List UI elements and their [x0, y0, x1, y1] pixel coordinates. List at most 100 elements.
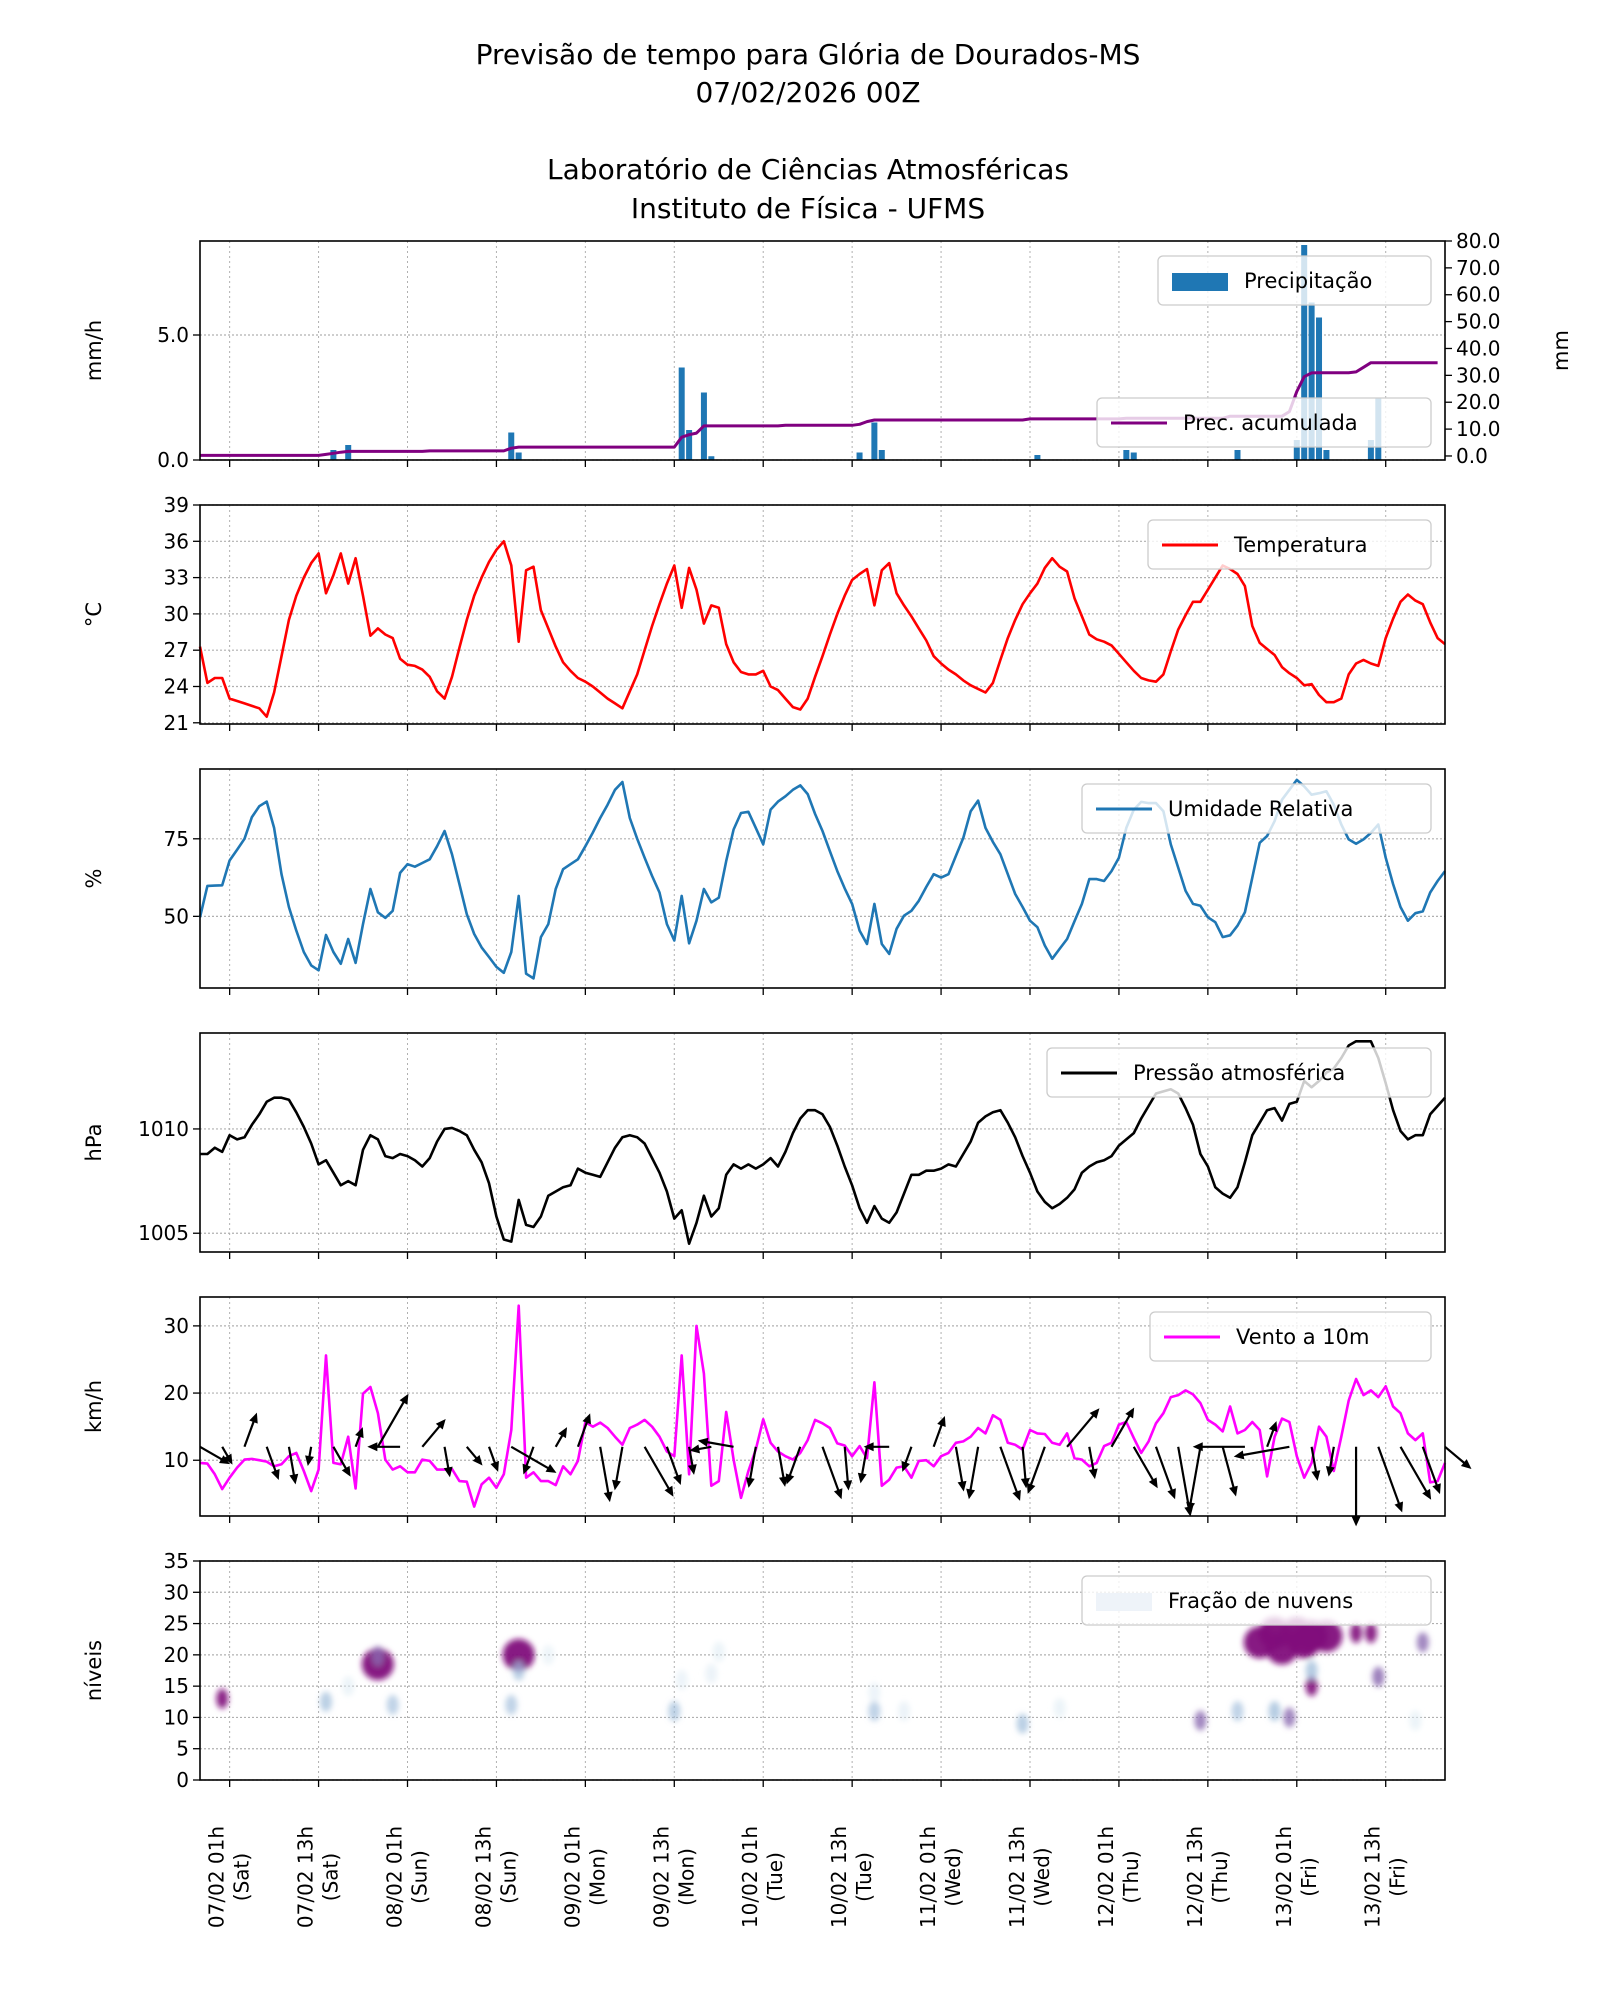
wind-arrow-shaft	[1177, 1446, 1191, 1509]
x-tick-label-day: (Fri)	[1297, 1857, 1321, 1896]
legend-temperature-box	[1147, 519, 1432, 570]
wind-arrow-head	[399, 1393, 409, 1405]
wind-arrow-shaft	[1444, 1445, 1467, 1465]
legend-humidity-label: Umidade Relativa	[1168, 797, 1353, 821]
wind-arrow-shaft	[665, 1446, 680, 1478]
x-tick-label-date: 07/02 01h	[205, 1826, 229, 1928]
right-y-tick-label: 40.0	[1456, 336, 1501, 360]
legend-clouds-label: Fração de nuvens	[1168, 1589, 1353, 1613]
wind-arrow	[243, 1412, 258, 1448]
wind-arrow	[265, 1446, 280, 1480]
wind-arrow	[332, 1446, 351, 1477]
y-tick-label: 30	[164, 1314, 189, 1338]
x-tick-label-date: 09/02 01h	[560, 1826, 584, 1928]
axes-frame	[199, 768, 1446, 989]
y-tick-label: 39	[164, 493, 189, 517]
right-y-tick-label: 20.0	[1456, 390, 1501, 414]
wind-arrow-head	[673, 1474, 682, 1486]
wind-arrow	[1020, 1446, 1030, 1489]
wind-arrow	[1066, 1408, 1100, 1448]
wind-arrow	[643, 1446, 674, 1497]
wind-arrow-shaft	[1110, 1413, 1132, 1448]
y-tick-label: 35	[164, 1549, 189, 1573]
wind-arrow	[554, 1427, 568, 1448]
wind-arrow-shaft	[465, 1446, 479, 1461]
cloud-cell	[1350, 1622, 1363, 1643]
wind-arrow	[1377, 1446, 1403, 1513]
wind-arrow-head	[937, 1416, 946, 1427]
x-tick-label-day: (Thu)	[1208, 1850, 1232, 1903]
wind-arrow-shaft	[821, 1446, 840, 1493]
wind-arrow-shaft	[1310, 1446, 1318, 1474]
right-y-tick-label: 50.0	[1456, 310, 1501, 334]
cloud-cell	[1364, 1622, 1377, 1643]
wind-arrow	[665, 1446, 682, 1486]
wind-arrow	[1233, 1445, 1290, 1460]
wind-arrow	[443, 1446, 453, 1478]
wind-arrow-head	[603, 1491, 613, 1503]
y-tick-label: 30	[164, 1580, 189, 1604]
legend-precipitation-handle	[1172, 273, 1228, 291]
wind-arrow-head	[1394, 1501, 1403, 1513]
wind-arrow-head	[435, 1418, 446, 1430]
x-tick-label-date: 12/02 13h	[1183, 1826, 1207, 1928]
legend-pressure-label: Pressão atmosférica	[1133, 1061, 1345, 1085]
wind-arrow-head	[1148, 1477, 1158, 1489]
wind-arrow-head	[966, 1488, 976, 1500]
y-axis-label: hPa	[82, 1124, 106, 1162]
cloud-cell	[512, 1660, 525, 1681]
cloud-fraction-field	[216, 1616, 1429, 1734]
x-tick-label-date: 11/02 01h	[916, 1826, 940, 1928]
wind-arrow-head	[1026, 1482, 1036, 1494]
chart-title: Previsão de tempo para Glória de Dourado…	[475, 38, 1141, 71]
wind-arrow-shaft	[697, 1445, 712, 1451]
wind-arrow	[421, 1418, 446, 1448]
legend-precipitation-box	[1157, 255, 1432, 306]
axes-frame	[199, 240, 1446, 461]
chart-org-line2: Instituto de Física - UFMS	[630, 192, 986, 225]
wind-arrow	[576, 1413, 591, 1448]
precip-bar	[1367, 440, 1374, 460]
y-tick-label: 50	[164, 904, 189, 928]
precip-bar	[1130, 452, 1137, 460]
cloud-cell	[712, 1641, 725, 1662]
wind-arrow-head	[1460, 1459, 1472, 1470]
wind-arrow	[199, 1445, 230, 1465]
wind-arrow-head	[843, 1480, 853, 1491]
wind-arrow-head	[1167, 1488, 1176, 1500]
wind-arrow	[221, 1446, 233, 1465]
precip-bar	[878, 450, 885, 460]
wind-arrow-head	[582, 1413, 591, 1425]
wind-arrow-shaft	[1021, 1446, 1027, 1481]
wind-arrow-head	[271, 1469, 280, 1480]
wind-arrow-head	[1432, 1483, 1441, 1495]
wind-arrow	[487, 1446, 499, 1472]
y-axis-label: %	[82, 869, 106, 889]
legend-accumulated-box	[1096, 397, 1432, 448]
precip-bar	[871, 422, 878, 460]
wind-arrow-head	[1351, 1516, 1361, 1527]
wind-arrow-shaft	[265, 1446, 278, 1473]
wind-arrow-head	[558, 1427, 568, 1439]
wind-arrow	[1088, 1446, 1098, 1480]
wind-arrow	[687, 1446, 697, 1475]
wind-arrow	[1192, 1442, 1245, 1452]
wind-arrow-head	[545, 1464, 557, 1473]
wind-arrow-head	[289, 1473, 299, 1485]
wind-arrow-shaft	[421, 1424, 442, 1448]
legend-clouds-box	[1081, 1575, 1432, 1626]
wind-arrow-head	[687, 1464, 697, 1475]
wind-arrow	[1186, 1446, 1202, 1513]
wind-arrow-head	[745, 1477, 755, 1488]
legend-wind-label: Vento a 10m	[1236, 1325, 1369, 1349]
y-tick-label: 10	[164, 1448, 189, 1472]
x-tick-label-day: (Sun)	[496, 1850, 520, 1904]
cloud-cell	[668, 1701, 681, 1722]
y-tick-label: 15	[164, 1674, 189, 1698]
wind-arrow-shaft	[860, 1446, 869, 1476]
y-tick-label: 0.0	[157, 448, 189, 472]
wind-arrow-shaft	[1377, 1446, 1401, 1506]
y-tick-label: 5.0	[157, 323, 189, 347]
y-axis-label: °C	[82, 602, 106, 627]
